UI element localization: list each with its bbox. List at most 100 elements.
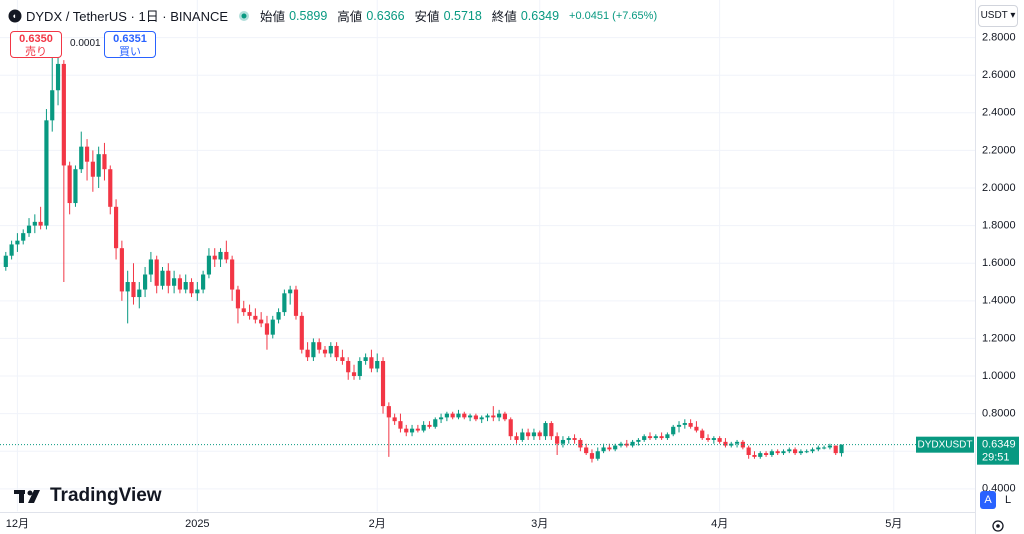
- symbol-tag-bg: [916, 436, 974, 453]
- candle-body: [363, 357, 368, 361]
- candle-body: [270, 319, 275, 335]
- candle-body: [543, 423, 548, 437]
- candle-body: [595, 451, 600, 459]
- candle-body: [822, 447, 827, 449]
- change: +0.0451 (+7.65%): [569, 9, 658, 22]
- candle-body: [746, 447, 751, 455]
- spread: 0.0001: [70, 38, 101, 49]
- x-tick-label: 2月: [369, 518, 386, 530]
- log-label: L: [1004, 494, 1012, 506]
- candle-body: [21, 233, 26, 241]
- candle-body: [125, 282, 130, 292]
- candle-body: [288, 289, 293, 294]
- candle-body: [479, 417, 484, 420]
- candle-body: [775, 451, 780, 454]
- candle-body: [630, 441, 635, 446]
- close-value: 0.6349: [520, 8, 560, 23]
- candle-body: [555, 436, 560, 444]
- candle-body: [560, 439, 566, 444]
- candle-body: [328, 345, 333, 354]
- buy-button[interactable]: 0.6351 買い: [104, 31, 156, 58]
- candle-body: [293, 289, 299, 316]
- candle-body: [369, 357, 374, 369]
- candle-body: [108, 169, 113, 207]
- candle-body: [386, 406, 391, 418]
- low-value: 0.5718: [443, 8, 482, 23]
- y-tick-label: 2.0000: [982, 182, 1016, 194]
- candle-body: [404, 428, 409, 433]
- candle-body: [230, 259, 235, 290]
- candle-body: [183, 282, 188, 290]
- candle-body: [804, 451, 809, 453]
- y-tick-label: 1.2000: [982, 332, 1016, 344]
- candle-body: [235, 289, 241, 309]
- candle-body: [450, 413, 455, 418]
- candle-body: [172, 278, 177, 286]
- svg-text:◐: ◐: [13, 11, 18, 20]
- price-tag-bg: [977, 436, 1019, 465]
- candle-body: [264, 323, 270, 335]
- y-tick-label: 2.8000: [982, 32, 1016, 44]
- open-value: 0.5899: [289, 8, 328, 23]
- candle-body: [502, 413, 507, 420]
- low-label: 安値: [414, 10, 440, 24]
- candle-body: [90, 161, 95, 177]
- currency-button[interactable]: USDT ▾: [978, 5, 1018, 27]
- candle-body: [195, 289, 200, 294]
- status-dot: [239, 10, 250, 21]
- candle-body: [624, 443, 629, 446]
- candle-body: [276, 312, 281, 320]
- candle-body: [717, 438, 722, 442]
- candle-body: [398, 421, 403, 429]
- buy-label: 買い: [119, 46, 141, 58]
- candle-body: [148, 259, 153, 275]
- candle-body: [531, 432, 537, 437]
- candle-body: [711, 438, 716, 440]
- candle-body: [38, 221, 43, 226]
- y-tick-label: 0.8000: [982, 408, 1016, 420]
- candle-body: [119, 248, 124, 292]
- candle-body: [827, 445, 832, 448]
- candle-body: [787, 449, 792, 452]
- candle-body: [218, 251, 223, 260]
- settings-icon[interactable]: [992, 520, 1004, 532]
- currency: USDT: [980, 10, 1008, 21]
- candle-body: [444, 413, 449, 418]
- candle-body: [299, 315, 304, 350]
- candle-body: [601, 447, 606, 452]
- candle-body: [653, 436, 658, 439]
- x-tick-label: 2025: [185, 518, 209, 530]
- candle-body: [473, 415, 478, 420]
- candle-body: [607, 447, 612, 450]
- auto-scale-button[interactable]: A: [980, 491, 996, 509]
- candle-body: [491, 415, 496, 418]
- candle-body: [729, 443, 734, 446]
- candle-body: [520, 432, 525, 440]
- candle-body: [589, 453, 595, 459]
- auto-label: A: [984, 494, 992, 506]
- sell-button[interactable]: 0.6350 売り: [10, 31, 62, 58]
- candle-body: [793, 449, 798, 454]
- y-tick-label: 2.6000: [982, 69, 1016, 81]
- candle-body: [497, 413, 502, 418]
- candle-body: [143, 274, 148, 290]
- candle-body: [566, 438, 571, 440]
- candle-body: [485, 415, 490, 418]
- log-scale-button[interactable]: L: [1000, 491, 1016, 509]
- candle-body: [433, 419, 438, 427]
- y-tick-label: 1.0000: [982, 370, 1016, 382]
- candle-body: [241, 308, 246, 313]
- candle-body: [508, 419, 513, 437]
- candle-body: [44, 120, 49, 226]
- candle-body: [572, 438, 577, 440]
- candle-body: [769, 451, 774, 455]
- candle-body: [61, 63, 66, 166]
- candle-body: [375, 360, 380, 369]
- candle-body: [322, 349, 328, 354]
- candle-body: [73, 169, 78, 204]
- candle-body: [392, 417, 397, 422]
- candle-body: [752, 454, 757, 457]
- candle-body: [380, 360, 386, 407]
- symbol-icon: ◐: [8, 9, 22, 22]
- candle-body: [137, 289, 142, 298]
